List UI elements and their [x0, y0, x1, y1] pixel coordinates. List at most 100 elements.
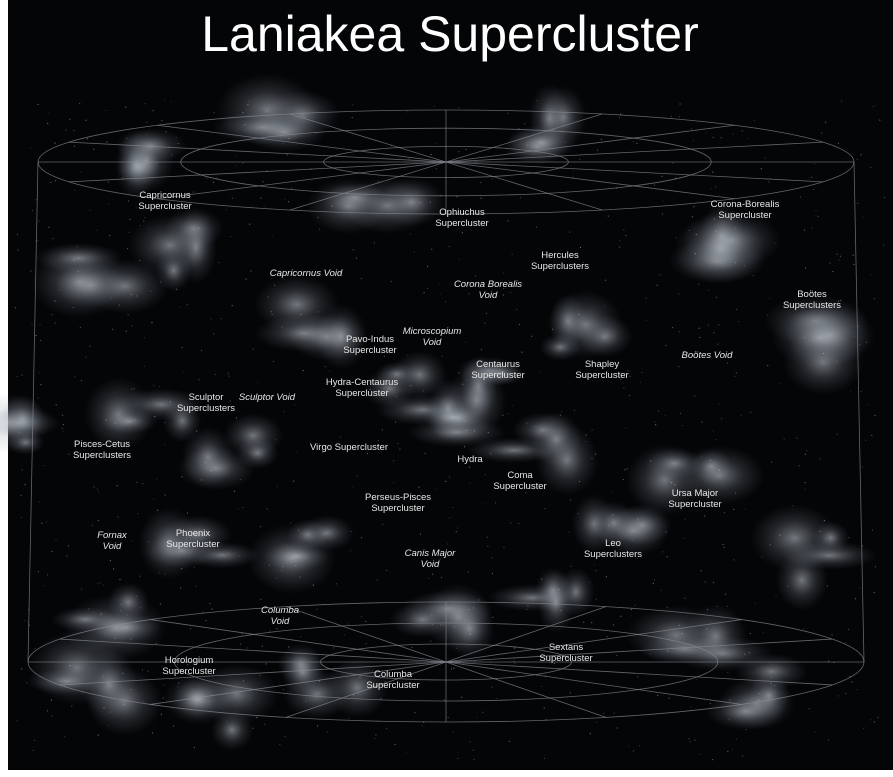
star [849, 676, 850, 677]
star [496, 698, 497, 699]
label-line: Supercluster [435, 218, 488, 229]
cloud [237, 437, 279, 469]
star [491, 557, 492, 558]
star [106, 141, 107, 142]
star [863, 728, 864, 729]
star [287, 154, 288, 155]
star [441, 356, 442, 357]
label-line: Void [479, 290, 498, 301]
star [717, 344, 718, 345]
star [260, 526, 261, 527]
star [136, 482, 137, 483]
star [689, 738, 690, 739]
star [146, 134, 147, 135]
star [866, 342, 867, 343]
star [352, 104, 353, 105]
star [877, 717, 878, 718]
star [636, 143, 637, 144]
star [418, 486, 419, 487]
star [190, 628, 191, 629]
star [170, 101, 171, 102]
star [510, 292, 511, 293]
star [470, 741, 471, 742]
star [22, 469, 23, 470]
star [578, 314, 579, 315]
star [110, 560, 111, 561]
star [36, 335, 37, 336]
star [840, 256, 841, 257]
star [862, 466, 863, 467]
star [712, 430, 713, 431]
label-line: Capricornus Void [270, 268, 343, 279]
star [448, 518, 449, 519]
star [268, 296, 269, 297]
star [749, 652, 750, 653]
star [824, 520, 825, 521]
star [723, 547, 724, 548]
star [282, 566, 283, 567]
star [209, 701, 210, 702]
star [414, 251, 415, 252]
star [792, 505, 793, 506]
star [744, 654, 745, 655]
star [814, 163, 815, 164]
star [562, 133, 563, 134]
star [410, 234, 411, 235]
star [631, 609, 632, 610]
star [705, 581, 706, 582]
star [336, 583, 337, 584]
star [857, 689, 858, 690]
star [290, 523, 291, 524]
star [121, 604, 122, 605]
star [445, 481, 446, 482]
star [340, 437, 341, 438]
star [729, 700, 730, 701]
star [514, 663, 515, 664]
star [719, 469, 720, 470]
star [490, 453, 491, 454]
star [430, 202, 431, 203]
star [241, 633, 242, 634]
label-line: Superclusters [584, 549, 642, 560]
star [46, 521, 47, 522]
star [50, 182, 51, 183]
star [399, 449, 400, 450]
star [151, 322, 152, 323]
star [701, 456, 702, 457]
label-line: Void [421, 559, 440, 570]
star [509, 741, 510, 742]
star [365, 621, 366, 622]
star [153, 385, 154, 386]
cloud [301, 515, 354, 551]
star [466, 430, 467, 431]
star [260, 599, 261, 600]
star [516, 309, 517, 310]
star [288, 201, 289, 202]
star [122, 177, 123, 178]
star [454, 626, 455, 627]
star [466, 379, 467, 380]
star [682, 425, 683, 426]
star [519, 324, 520, 325]
star [754, 120, 755, 121]
star [300, 314, 301, 315]
star [112, 329, 113, 330]
star [17, 234, 18, 235]
label-line: Perseus-Pisces [365, 492, 431, 503]
star [37, 240, 38, 241]
star [541, 686, 542, 687]
star [367, 453, 368, 454]
label-line: Horologium [165, 655, 214, 666]
star [316, 609, 317, 610]
star [507, 220, 508, 221]
star [698, 284, 699, 285]
label-line: Supercluster [343, 345, 396, 356]
star [590, 733, 591, 734]
star [323, 534, 324, 535]
star [295, 565, 296, 566]
star [811, 227, 812, 228]
star [637, 518, 638, 519]
star [569, 231, 570, 232]
star [633, 141, 634, 142]
star [865, 440, 866, 441]
